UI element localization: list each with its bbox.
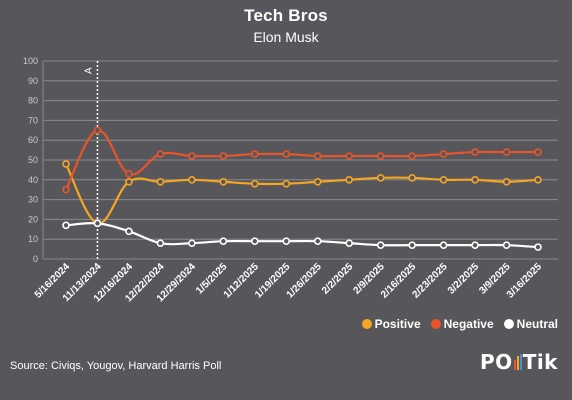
- legend-label-neutral: Neutral: [516, 317, 558, 331]
- series-line-negative: [65, 129, 538, 191]
- data-point-positive: [188, 176, 196, 184]
- data-point-positive: [62, 160, 70, 168]
- data-point-neutral: [408, 241, 416, 249]
- data-point-positive: [251, 179, 259, 188]
- data-point-positive: [156, 177, 165, 186]
- data-point-negative: [471, 148, 479, 156]
- data-point-neutral: [439, 241, 448, 249]
- data-point-positive: [125, 177, 133, 186]
- data-point-negative: [156, 150, 165, 158]
- y-tick-label: 0: [33, 254, 38, 264]
- data-point-neutral: [125, 227, 133, 236]
- brand-logo: PO Tik: [480, 350, 558, 374]
- data-point-positive: [345, 176, 354, 184]
- x-tick-label: 2/23/2025: [410, 261, 450, 301]
- chart-subtitle: Elon Musk: [253, 29, 319, 45]
- legend-item-negative: Negative: [430, 317, 494, 331]
- data-point-positive: [313, 177, 322, 186]
- data-point-neutral: [156, 239, 165, 247]
- data-point-positive: [502, 177, 511, 186]
- y-tick-label: 100: [23, 56, 38, 66]
- logo-bar: [519, 354, 522, 370]
- data-point-positive: [534, 176, 542, 184]
- x-tick-label: 2/2/2025: [320, 261, 356, 297]
- data-point-negative: [93, 126, 102, 135]
- legend-item-neutral: Neutral: [503, 317, 558, 331]
- logo-text-right: Tik: [522, 350, 558, 374]
- data-point-neutral: [471, 241, 479, 249]
- y-tick-label: 80: [28, 96, 38, 106]
- data-point-negative: [125, 170, 133, 178]
- data-point-positive: [219, 177, 228, 186]
- legend-label-positive: Positive: [374, 317, 421, 331]
- data-point-neutral: [219, 237, 228, 245]
- y-tick-label: 90: [28, 76, 38, 86]
- data-point-neutral: [282, 237, 291, 245]
- legend-swatch-positive: [361, 319, 372, 329]
- data-point-negative: [251, 150, 259, 158]
- annotation-label: A: [83, 67, 94, 74]
- data-point-negative: [62, 185, 70, 194]
- logo-bars-icon: [513, 354, 522, 370]
- data-point-neutral: [251, 237, 259, 245]
- legend-label-negative: Negative: [443, 317, 494, 331]
- data-point-negative: [502, 148, 511, 156]
- data-point-positive: [439, 176, 448, 184]
- logo-bar: [516, 356, 519, 370]
- x-tick-label: 3/2/2025: [446, 261, 482, 297]
- data-point-neutral: [188, 239, 196, 247]
- y-tick-label: 60: [28, 135, 38, 145]
- data-point-neutral: [93, 219, 102, 228]
- data-point-negative: [534, 148, 542, 156]
- data-point-negative: [345, 152, 354, 160]
- data-point-neutral: [62, 221, 70, 230]
- data-point-negative: [313, 152, 322, 160]
- data-point-positive: [408, 174, 416, 182]
- x-tick-label: 3/16/2025: [505, 261, 545, 301]
- chart-title: Tech Bros: [244, 6, 328, 25]
- data-point-negative: [439, 150, 448, 158]
- data-point-neutral: [534, 243, 542, 251]
- data-point-negative: [376, 152, 385, 160]
- data-point-negative: [188, 152, 196, 160]
- data-point-positive: [376, 174, 385, 182]
- legend-swatch-neutral: [503, 319, 514, 329]
- y-tick-label: 70: [28, 115, 38, 125]
- logo-bar: [513, 360, 516, 370]
- data-point-negative: [219, 152, 228, 160]
- data-point-negative: [408, 152, 416, 160]
- data-point-neutral: [313, 237, 322, 245]
- y-tick-label: 20: [28, 214, 38, 224]
- data-point-neutral: [376, 241, 385, 249]
- y-tick-label: 40: [28, 175, 38, 185]
- x-tick-label: 1/26/2025: [285, 261, 325, 301]
- source-note: Source: Civiqs, Yougov, Harvard Harris P…: [10, 360, 222, 372]
- legend-swatch-negative: [430, 319, 441, 329]
- series-line-neutral: [65, 222, 539, 249]
- data-point-positive: [282, 179, 291, 188]
- y-tick-label: 10: [28, 234, 38, 244]
- data-point-positive: [471, 176, 479, 184]
- series-line-positive: [65, 163, 539, 225]
- y-tick-label: 30: [28, 195, 38, 205]
- logo-text-left: PO: [480, 350, 513, 374]
- legend-item-positive: Positive: [361, 317, 421, 331]
- data-point-neutral: [502, 241, 511, 249]
- y-tick-label: 50: [28, 155, 38, 165]
- legend: Positive Negative Neutral: [361, 317, 558, 331]
- data-point-neutral: [345, 239, 354, 247]
- data-point-negative: [282, 150, 291, 158]
